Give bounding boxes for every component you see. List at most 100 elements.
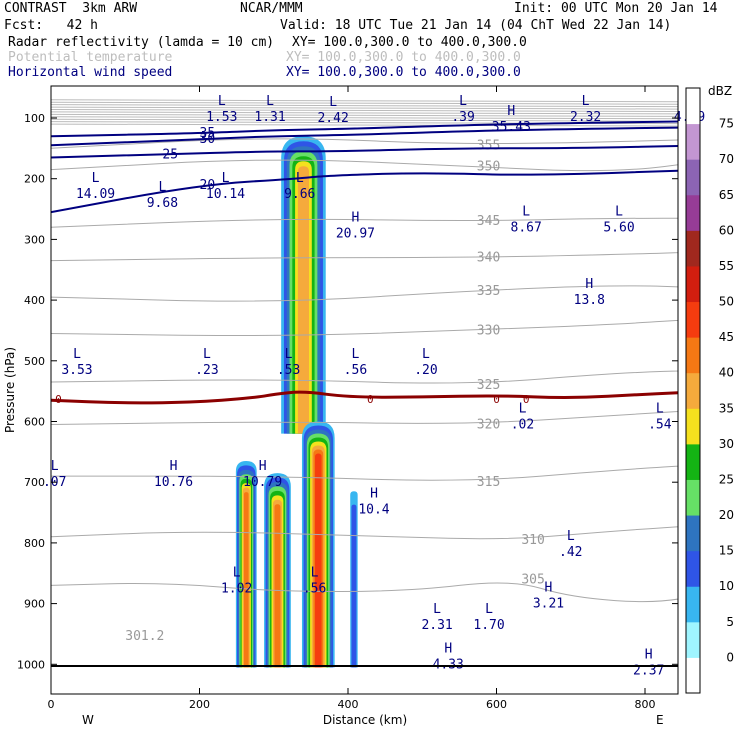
y-tick-label: 500	[24, 355, 45, 368]
extremum-type-label: L	[567, 529, 575, 544]
y-tick-label: 1000	[17, 658, 45, 671]
extremum-value-label: 5.60	[603, 220, 634, 235]
theta-contour-line	[51, 101, 678, 105]
wind-contour-line	[51, 169, 678, 214]
colorbar-swatch	[686, 443, 700, 480]
colorbar-level-label: 60	[719, 223, 734, 237]
extremum-value-label: 2.42	[317, 111, 348, 126]
y-tick-label: 700	[24, 476, 45, 489]
x-tick-label: 200	[189, 698, 210, 711]
extremum-value-label: 1.02	[221, 581, 252, 596]
model-title: CONTRAST 3km ARW	[4, 1, 138, 16]
extremum-type-label: H	[507, 104, 515, 119]
freezing-level-label: 0	[493, 393, 500, 406]
extremum-type-label: L	[73, 347, 81, 362]
theta-contour-line	[51, 111, 678, 115]
reflectivity-cell	[351, 504, 357, 668]
theta-contour-label: 335	[477, 284, 500, 299]
extremum-value-label: 1.31	[254, 110, 285, 125]
colorbar-swatch	[686, 657, 700, 694]
reflectivity-layer	[235, 136, 358, 668]
extremum-type-label: L	[285, 347, 293, 362]
theta-contour-line	[51, 113, 678, 117]
extremum-value-label: 13.8	[574, 293, 605, 308]
freezing-level: 0 0 0 0	[51, 390, 678, 406]
theta-contour-label: 310	[521, 533, 544, 548]
extremum-value-label: 10.14	[206, 187, 245, 202]
theta-value-label: 301.2	[125, 629, 164, 644]
extremum-type-label: L	[158, 180, 166, 195]
extremum-value-label: .20	[414, 363, 437, 378]
y-tick-label: 100	[24, 112, 45, 125]
colorbar-level-label: 65	[719, 188, 734, 202]
colorbar-level-label: 70	[719, 152, 734, 166]
colorbar-swatch	[686, 230, 700, 267]
extremum-type-label: H	[545, 581, 553, 596]
extremum-value-label: .39	[451, 110, 474, 125]
extremum-value-label: 14.09	[76, 187, 115, 202]
field-xy-reflectivity: XY= 100.0,300.0 to 400.0,300.0	[292, 35, 527, 50]
extremum-value-label: .54	[648, 418, 672, 433]
extremum-type-label: L	[329, 95, 337, 110]
x-tick-label: 0	[48, 698, 55, 711]
wind-contour-line	[51, 145, 678, 159]
extremum-value-label: 35.43	[492, 120, 531, 135]
extremum-value-label: 10.79	[243, 475, 282, 490]
extremum-type-label: H	[645, 647, 653, 662]
theta-contour-label: 315	[477, 475, 500, 490]
extremum-type-label: H	[170, 459, 178, 474]
extremum-value-label: 20.97	[336, 226, 375, 241]
colorbar-level-label: 50	[719, 295, 734, 309]
colorbar-level-label: 15	[719, 544, 734, 558]
extremum-type-label: L	[656, 402, 664, 417]
y-tick-label: 600	[24, 416, 45, 429]
extremum-value-label: .53	[277, 363, 300, 378]
extremum-value-label: 3.53	[61, 363, 92, 378]
colorbar-level-label: 5	[726, 615, 734, 629]
extremum-value-label: 2.37	[633, 663, 664, 678]
extremum-type-label: L	[459, 94, 467, 109]
colorbar-swatch	[686, 123, 700, 160]
extremum-type-label: L	[218, 94, 226, 109]
extremum-type-label: L	[519, 402, 527, 417]
theta-contour-label: 320	[477, 418, 500, 433]
colorbar-level-label: 0	[726, 650, 734, 664]
field-name-wind: Horizontal wind speed	[8, 65, 173, 80]
colorbar-swatch	[686, 265, 700, 303]
colorbar-level-label: 40	[719, 366, 734, 380]
extremum-type-label: L	[203, 347, 211, 362]
wind-contour-label: 30	[200, 132, 216, 147]
valid-time: Valid: 18 UTC Tue 21 Jan 14 (04 ChT Wed …	[280, 18, 672, 33]
extremum-type-label: L	[433, 602, 441, 617]
theta-contour-line	[51, 116, 678, 120]
forecast-hour: Fcst: 42 h	[4, 18, 98, 33]
reflectivity-cell	[243, 492, 249, 668]
freezing-level-label: 0	[55, 393, 62, 406]
reflectivity-cell	[274, 504, 281, 668]
colorbar-level-label: 75	[719, 117, 734, 131]
theta-contour-line	[51, 104, 678, 108]
extremum-value-label: .23	[195, 363, 218, 378]
colorbar-level-label: 10	[719, 579, 734, 593]
colorbar-level-label: 20	[719, 508, 734, 522]
colorbar-swatch	[686, 408, 700, 445]
plot-frame	[50, 85, 679, 695]
extremum-type-label: L	[233, 565, 241, 580]
colorbar-swatch	[686, 337, 700, 374]
extremum-type-label: L	[615, 204, 623, 219]
colorbar-swatch	[686, 550, 700, 587]
colorbar-swatch	[686, 88, 700, 125]
colorbar-swatch	[686, 515, 700, 552]
theta-contour-label: 355	[477, 138, 500, 153]
extremum-type-label: L	[582, 94, 590, 109]
colorbar-frame	[685, 87, 701, 694]
theta-contour-line	[51, 370, 678, 384]
extremum-value-label: 1.70	[473, 618, 504, 633]
colorbar-swatch	[686, 194, 700, 231]
wind-contour-line	[51, 126, 678, 147]
theta-contour-line	[51, 109, 678, 113]
field-name-theta: Potential temperature	[8, 50, 173, 65]
